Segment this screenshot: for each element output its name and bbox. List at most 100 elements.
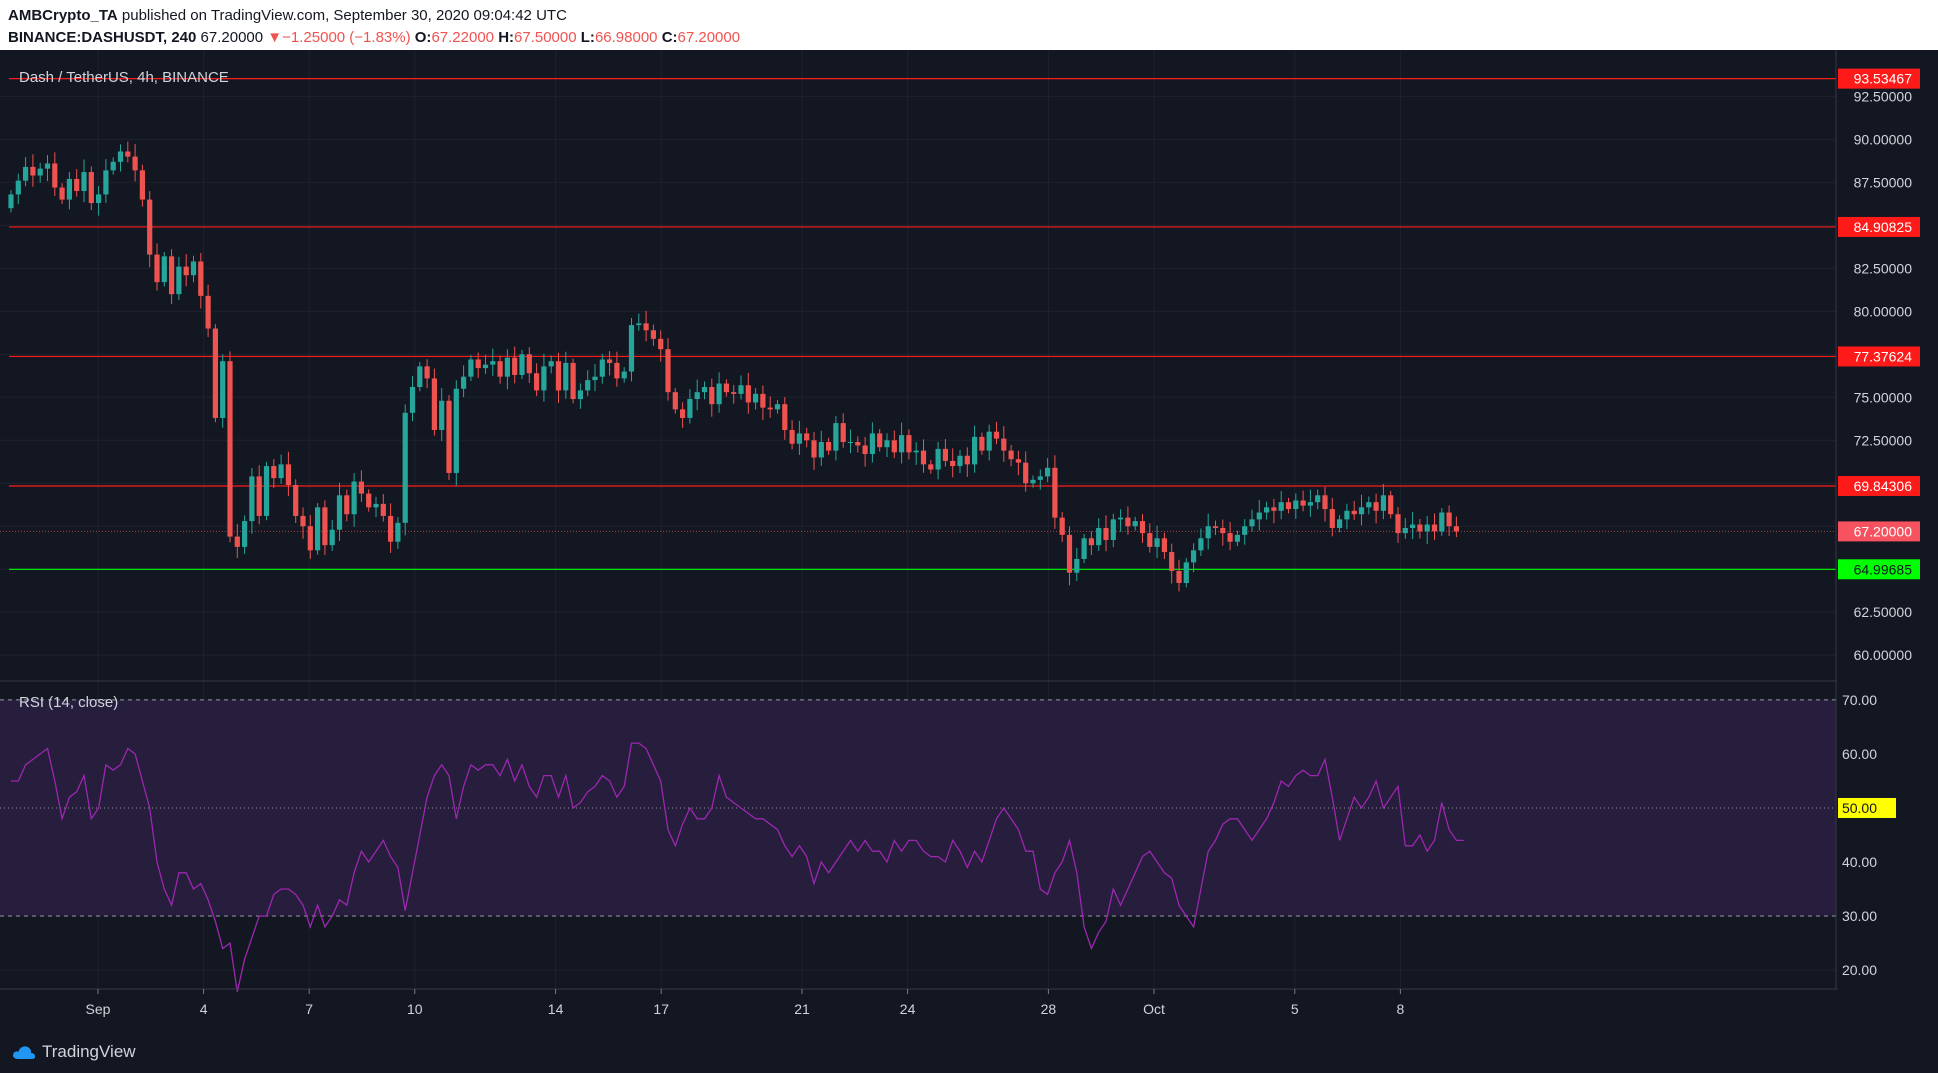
candle[interactable] [942,439,948,467]
candle[interactable] [745,372,751,414]
candle[interactable] [1081,533,1087,564]
candle[interactable] [336,482,343,541]
candle[interactable] [964,447,970,477]
candle[interactable] [1103,515,1109,552]
candle[interactable] [1154,525,1160,559]
candle[interactable] [446,395,452,481]
candle[interactable] [1147,523,1153,553]
candle[interactable] [862,437,868,467]
candle[interactable] [1242,519,1248,545]
candle[interactable] [526,347,532,384]
candle[interactable] [782,397,788,440]
candle[interactable] [512,346,518,384]
candle[interactable] [1344,503,1350,530]
candle[interactable] [585,370,591,397]
time-axis[interactable]: Sep 4 7 10 14 17 21 24 28 Oct 5 8 [86,989,1405,1017]
candle[interactable] [1417,518,1423,539]
candle[interactable] [621,367,627,383]
candle[interactable] [234,524,240,559]
candle[interactable] [256,465,262,525]
candle[interactable] [877,429,883,452]
candle[interactable] [1307,489,1313,517]
candle[interactable] [869,422,875,463]
candle[interactable] [482,354,489,374]
candle[interactable] [1293,493,1299,519]
candle[interactable] [395,517,401,549]
candle[interactable] [1300,490,1306,512]
candle[interactable] [300,507,306,539]
candle[interactable] [1052,455,1058,529]
candle[interactable] [110,157,116,175]
candle[interactable] [1329,497,1335,537]
candle[interactable] [1169,543,1175,584]
candle[interactable] [723,379,729,397]
candle[interactable] [694,379,700,411]
candle[interactable] [44,155,51,182]
candle[interactable] [475,352,481,378]
candle[interactable] [1402,518,1408,539]
candle[interactable] [132,144,138,182]
candle[interactable] [1132,516,1138,531]
candle[interactable] [15,173,21,205]
candle[interactable] [1001,426,1007,462]
candle[interactable] [1278,491,1284,520]
candle[interactable] [1322,486,1328,522]
candle[interactable] [1358,494,1365,526]
candle[interactable] [1271,498,1277,524]
candle[interactable] [81,159,87,203]
candle[interactable] [731,385,737,404]
candle[interactable] [59,183,65,204]
candle[interactable] [680,402,686,428]
candle[interactable] [278,454,284,484]
candle[interactable] [147,191,153,268]
candle[interactable] [650,324,656,346]
candle[interactable] [409,375,416,422]
candle[interactable] [884,433,890,457]
candle[interactable] [1410,511,1416,540]
candle[interactable] [1366,496,1372,515]
candle[interactable] [125,141,131,163]
rsi-series[interactable] [11,742,1464,992]
candle[interactable] [555,352,562,403]
candle[interactable] [1227,521,1233,551]
candle[interactable] [358,470,364,503]
candle[interactable] [1161,532,1167,560]
candle[interactable] [1125,506,1131,535]
candle[interactable] [607,351,613,376]
candle[interactable] [840,413,846,448]
candle[interactable] [1023,451,1029,492]
candle[interactable] [88,166,94,211]
tradingview-logo[interactable]: TradingView [12,1042,136,1062]
candle[interactable] [614,351,620,387]
candle[interactable] [563,351,569,399]
candle[interactable] [30,154,36,187]
candle[interactable] [1066,526,1073,586]
candle[interactable] [74,169,80,197]
last-price-tag[interactable] [1838,521,1920,542]
candle[interactable] [285,451,291,497]
candle[interactable] [957,450,963,474]
candle[interactable] [388,503,394,553]
candle[interactable] [1118,509,1124,532]
resistance-level-tag[interactable] [1838,68,1920,89]
candle[interactable] [417,362,423,392]
candle[interactable] [920,439,927,473]
candle[interactable] [1074,547,1080,582]
candle[interactable] [198,253,204,309]
candle[interactable] [183,254,189,287]
candle[interactable] [716,372,722,413]
candle[interactable] [760,385,766,421]
candle[interactable] [811,431,817,471]
candle[interactable] [1446,505,1452,537]
candle[interactable] [154,243,160,291]
candle[interactable] [227,351,233,543]
price-axis[interactable]: 60.0000062.5000065.0000067.5000070.00000… [1838,68,1920,664]
candle[interactable] [161,252,167,287]
candle[interactable] [66,171,72,210]
candle[interactable] [767,396,773,418]
candle[interactable] [23,157,29,187]
candle[interactable] [242,515,248,554]
candle[interactable] [1380,484,1386,520]
candle[interactable] [1037,469,1043,490]
candle[interactable] [307,515,313,559]
